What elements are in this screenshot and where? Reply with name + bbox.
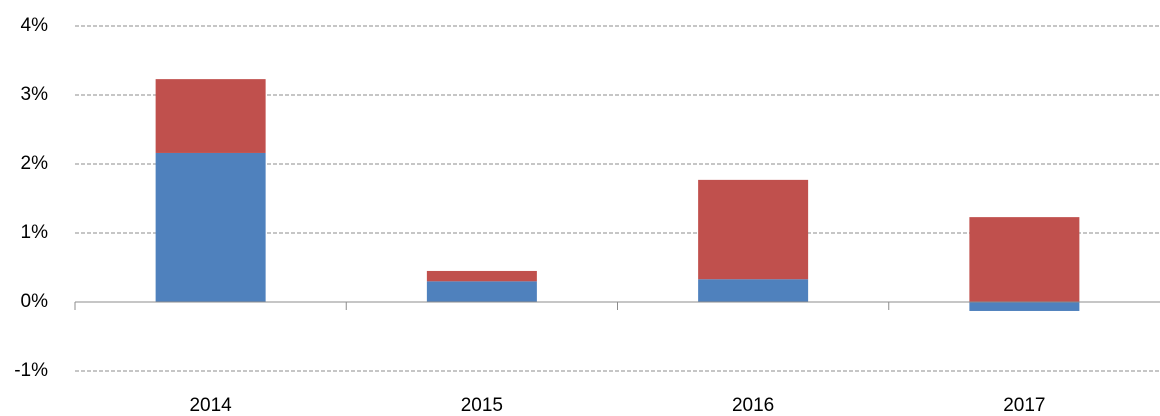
y-tick-label: -1%	[14, 360, 48, 381]
bar-segment	[698, 279, 809, 302]
y-tick-label: 2%	[21, 153, 49, 174]
y-tick-label: 0%	[21, 291, 49, 312]
bar-segment	[698, 179, 809, 280]
bar-segment	[969, 302, 1080, 311]
bar-segment	[155, 79, 266, 153]
bar-segment	[969, 217, 1080, 302]
x-tick-label: 2014	[189, 395, 232, 416]
bar-segment	[155, 152, 266, 302]
x-tick-label: 2015	[461, 395, 503, 416]
bar-segment	[426, 270, 537, 282]
y-tick-label: 4%	[21, 15, 49, 36]
x-tick-label: 2017	[1003, 395, 1045, 416]
y-tick-label: 3%	[21, 84, 49, 105]
y-tick-label: 1%	[21, 222, 49, 243]
x-tick-label: 2016	[732, 395, 774, 416]
bar-segment	[426, 281, 537, 302]
